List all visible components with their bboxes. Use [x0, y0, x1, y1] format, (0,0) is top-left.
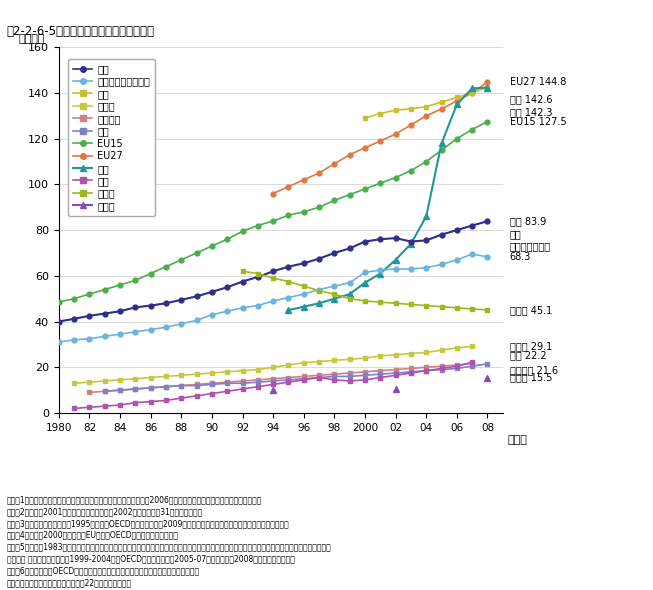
Text: EU27 144.8: EU27 144.8: [510, 77, 566, 87]
Text: ロシア 45.1: ロシア 45.1: [510, 305, 552, 315]
Text: 中国 142.3: 中国 142.3: [510, 107, 552, 117]
Text: （万人）: （万人）: [19, 34, 45, 44]
Text: 日本
（専従換算値）
68.3: 日本 （専従換算値） 68.3: [510, 229, 551, 263]
Text: 米国 142.6: 米国 142.6: [510, 94, 552, 104]
Text: 備考：1．各国とも人文・社会科学が含まれている。ただし、韓国の2006年までは人文・社会科学が含まれていない。
　　　2．日本の2001年以前は４月１日現在、2: 備考：1．各国とも人文・社会科学が含まれている。ただし、韓国の2006年までは人…: [7, 496, 331, 587]
Text: フランス 21.6: フランス 21.6: [510, 366, 558, 376]
Text: EU15 127.5: EU15 127.5: [510, 116, 566, 126]
Text: （年）: （年）: [507, 435, 527, 445]
Text: 第2-2-6-5図　主要国等の研究者数の推移: 第2-2-6-5図 主要国等の研究者数の推移: [7, 25, 155, 38]
Text: 韓国 22.2: 韓国 22.2: [510, 350, 547, 360]
Legend: 日本, 日本（専従換算値）, 米国, ドイツ, フランス, 英国, EU15, EU27, 中国, 韓国, ロシア, インド: 日本, 日本（専従換算値）, 米国, ドイツ, フランス, 英国, EU15, …: [68, 60, 155, 216]
Text: 日本 83.9: 日本 83.9: [510, 216, 546, 226]
Text: インド 15.5: インド 15.5: [510, 372, 552, 382]
Text: ドイツ 29.1: ドイツ 29.1: [510, 342, 552, 352]
